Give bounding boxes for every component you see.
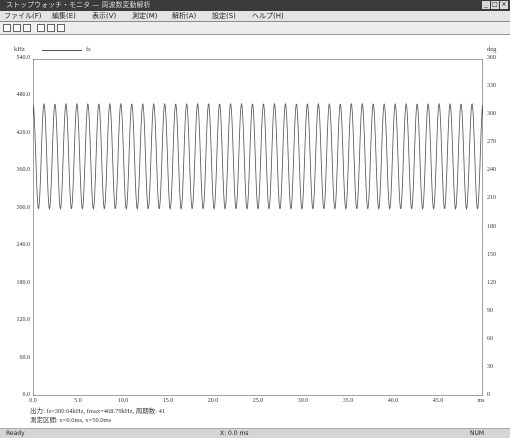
window-title: ストップウォッチ・モニタ — 周波数変動解析	[6, 1, 151, 9]
y-tick-right: 60	[487, 335, 493, 342]
x-tick: 5.0	[74, 398, 82, 404]
save-icon[interactable]	[23, 24, 31, 32]
y-tick-right: 0	[487, 392, 490, 398]
y-tick-right: 240	[487, 167, 496, 174]
y-tick-left: 300.0	[16, 204, 31, 211]
x-tick: 20.0	[207, 398, 219, 404]
window-controls: _ □ ×	[482, 1, 508, 9]
new-icon[interactable]	[3, 24, 11, 32]
y-tick-right: 150	[487, 251, 496, 258]
legend-label: fs	[86, 46, 91, 53]
menu-settings[interactable]: 設定(S)	[212, 12, 236, 20]
waveform-series-fs	[33, 102, 483, 211]
y-tick-right: 300	[487, 111, 496, 118]
status-range: 測定区間: x=0.0ms, x=50.0ms	[30, 417, 112, 424]
menu-bar: ファイル(F) 編集(E) 表示(V) 測定(M) 解析(A) 設定(S) ヘル…	[0, 11, 510, 22]
y-tick-left: 60.0	[19, 354, 31, 361]
menu-file[interactable]: ファイル(F)	[4, 12, 42, 20]
y-tick-left: 0.0	[22, 392, 31, 398]
x-tick: 45.0	[432, 398, 444, 404]
x-tick: 0.0	[29, 398, 37, 404]
status-bar-cursor: X: 0.0 ms	[220, 430, 249, 437]
open-icon[interactable]	[13, 24, 21, 32]
y-tick-right: 30	[487, 363, 493, 370]
menu-help[interactable]: ヘルプ(H)	[252, 12, 284, 20]
y-tick-left: 360.0	[16, 167, 31, 174]
x-tick: 10.0	[117, 398, 129, 404]
waveform-plot[interactable]	[33, 59, 483, 396]
left-axis-unit: kHz	[14, 46, 25, 53]
status-bar-num: NUM	[470, 430, 485, 437]
x-tick: 25.0	[252, 398, 264, 404]
y-tick-left: 420.0	[16, 129, 31, 136]
x-tick: 30.0	[297, 398, 309, 404]
y-tick-left: 120.0	[16, 317, 31, 324]
status-result: 出力: fs=300.64kHz, fmax=468.79kHz, 周期数: 4…	[30, 408, 166, 415]
toolbar	[0, 22, 510, 35]
x-axis-unit: ms	[477, 398, 485, 404]
menu-view[interactable]: 表示(V)	[92, 12, 117, 20]
maximize-button[interactable]: □	[491, 1, 499, 9]
y-tick-right: 270	[487, 139, 496, 146]
y-tick-right: 180	[487, 223, 496, 230]
window-titlebar: ストップウォッチ・モニタ — 周波数変動解析 _ □ ×	[0, 0, 510, 11]
menu-edit[interactable]: 編集(E)	[52, 12, 76, 20]
minimize-button[interactable]: _	[482, 1, 490, 9]
close-button[interactable]: ×	[500, 1, 508, 9]
y-tick-left: 240.0	[16, 242, 31, 249]
x-tick: 15.0	[162, 398, 174, 404]
y-tick-right: 90	[487, 307, 493, 314]
y-tick-right: 120	[487, 279, 496, 286]
x-tick: 35.0	[342, 398, 354, 404]
x-tick: 40.0	[387, 398, 399, 404]
legend-line	[42, 50, 82, 51]
print-icon[interactable]	[37, 24, 45, 32]
y-tick-right: 360	[487, 55, 496, 61]
y-tick-right: 210	[487, 195, 496, 202]
right-axis-unit: deg	[487, 46, 497, 53]
y-tick-left: 180.0	[16, 279, 31, 286]
status-bar-ready: Ready	[6, 430, 25, 437]
y-tick-right: 330	[487, 83, 496, 90]
cursor-icon[interactable]	[57, 24, 65, 32]
status-bar: Ready X: 0.0 ms NUM	[0, 428, 510, 438]
menu-analysis[interactable]: 解析(A)	[172, 12, 197, 20]
zoom-icon[interactable]	[47, 24, 55, 32]
y-tick-left: 480.0	[16, 92, 31, 99]
plot-frame	[33, 59, 483, 396]
menu-measure[interactable]: 測定(M)	[132, 12, 158, 20]
y-tick-left: 540.0	[16, 55, 31, 61]
